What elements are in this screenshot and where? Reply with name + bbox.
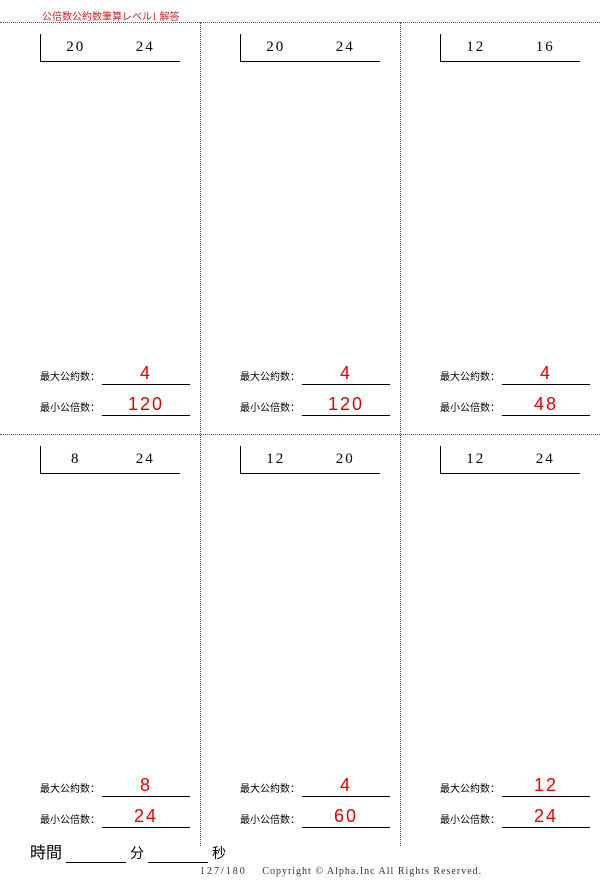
answers-block: 最大公約数： 4 最小公倍数： 48 [440,354,590,416]
footer-text: 127/180 Copyright © Alpha.Inc All Rights… [200,866,482,877]
gcd-value: 4 [102,362,190,385]
operand-a: 12 [441,446,511,473]
operand-a: 12 [441,34,511,61]
operand-a: 20 [41,34,111,61]
number-pair: 8 24 [40,446,180,474]
page-title: 公倍数公約数筆算レベル1 解答 [42,8,180,23]
problem-cell: 12 24 最大公約数： 12 最小公倍数： 24 [400,434,600,846]
gcd-label: 最大公約数： [40,368,102,385]
number-pair: 20 24 [240,34,380,62]
number-pair: 12 20 [240,446,380,474]
answers-block: 最大公約数： 12 最小公倍数： 24 [440,766,590,828]
minutes-blank [66,845,126,863]
gcd-value: 4 [302,774,390,797]
lcm-label: 最小公倍数： [440,811,502,828]
problem-cell: 20 24 最大公約数： 4 最小公倍数： 120 [200,22,400,434]
operand-a: 12 [241,446,311,473]
lcm-label: 最小公倍数： [40,399,102,416]
gcd-value: 4 [502,362,590,385]
lcm-value: 24 [502,805,590,828]
operand-a: 8 [41,446,111,473]
number-pair: 12 24 [440,446,580,474]
operand-b: 16 [511,34,581,61]
time-label: 時間 [30,839,62,863]
gcd-label: 最大公約数： [240,780,302,797]
answers-block: 最大公約数： 8 最小公倍数： 24 [40,766,190,828]
problem-cell: 8 24 最大公約数： 8 最小公倍数： 24 [0,434,200,846]
operand-b: 20 [311,446,381,473]
lcm-label: 最小公倍数： [240,399,302,416]
gcd-value: 12 [502,774,590,797]
gcd-label: 最大公約数： [440,368,502,385]
answers-block: 最大公約数： 4 最小公倍数： 120 [240,354,390,416]
footer: 時間 分 秒 127/180 Copyright © Alpha.Inc All… [0,847,600,881]
lcm-label: 最小公倍数： [40,811,102,828]
worksheet-grid: 20 24 最大公約数： 4 最小公倍数： 120 20 24 最大公約数： 4 [0,22,600,846]
problem-cell: 20 24 最大公約数： 4 最小公倍数： 120 [0,22,200,434]
answers-block: 最大公約数： 4 最小公倍数： 60 [240,766,390,828]
answers-block: 最大公約数： 4 最小公倍数： 120 [40,354,190,416]
gcd-label: 最大公約数： [40,780,102,797]
copyright: Copyright © Alpha.Inc All Rights Reserve… [262,866,482,877]
problem-cell: 12 16 最大公約数： 4 最小公倍数： 48 [400,22,600,434]
seconds-unit: 秒 [212,843,226,863]
gcd-value: 4 [302,362,390,385]
lcm-value: 60 [302,805,390,828]
page-number: 127/180 [200,866,247,877]
lcm-value: 120 [102,393,190,416]
operand-b: 24 [511,446,581,473]
gcd-label: 最大公約数： [440,780,502,797]
lcm-value: 120 [302,393,390,416]
gcd-label: 最大公約数： [240,368,302,385]
operand-b: 24 [111,446,181,473]
number-pair: 12 16 [440,34,580,62]
problem-cell: 12 20 最大公約数： 4 最小公倍数： 60 [200,434,400,846]
time-row: 時間 分 秒 [30,839,226,863]
gcd-value: 8 [102,774,190,797]
minutes-unit: 分 [130,843,144,863]
lcm-label: 最小公倍数： [440,399,502,416]
number-pair: 20 24 [40,34,180,62]
operand-a: 20 [241,34,311,61]
operand-b: 24 [311,34,381,61]
lcm-value: 48 [502,393,590,416]
lcm-label: 最小公倍数： [240,811,302,828]
seconds-blank [148,845,208,863]
lcm-value: 24 [102,805,190,828]
operand-b: 24 [111,34,181,61]
